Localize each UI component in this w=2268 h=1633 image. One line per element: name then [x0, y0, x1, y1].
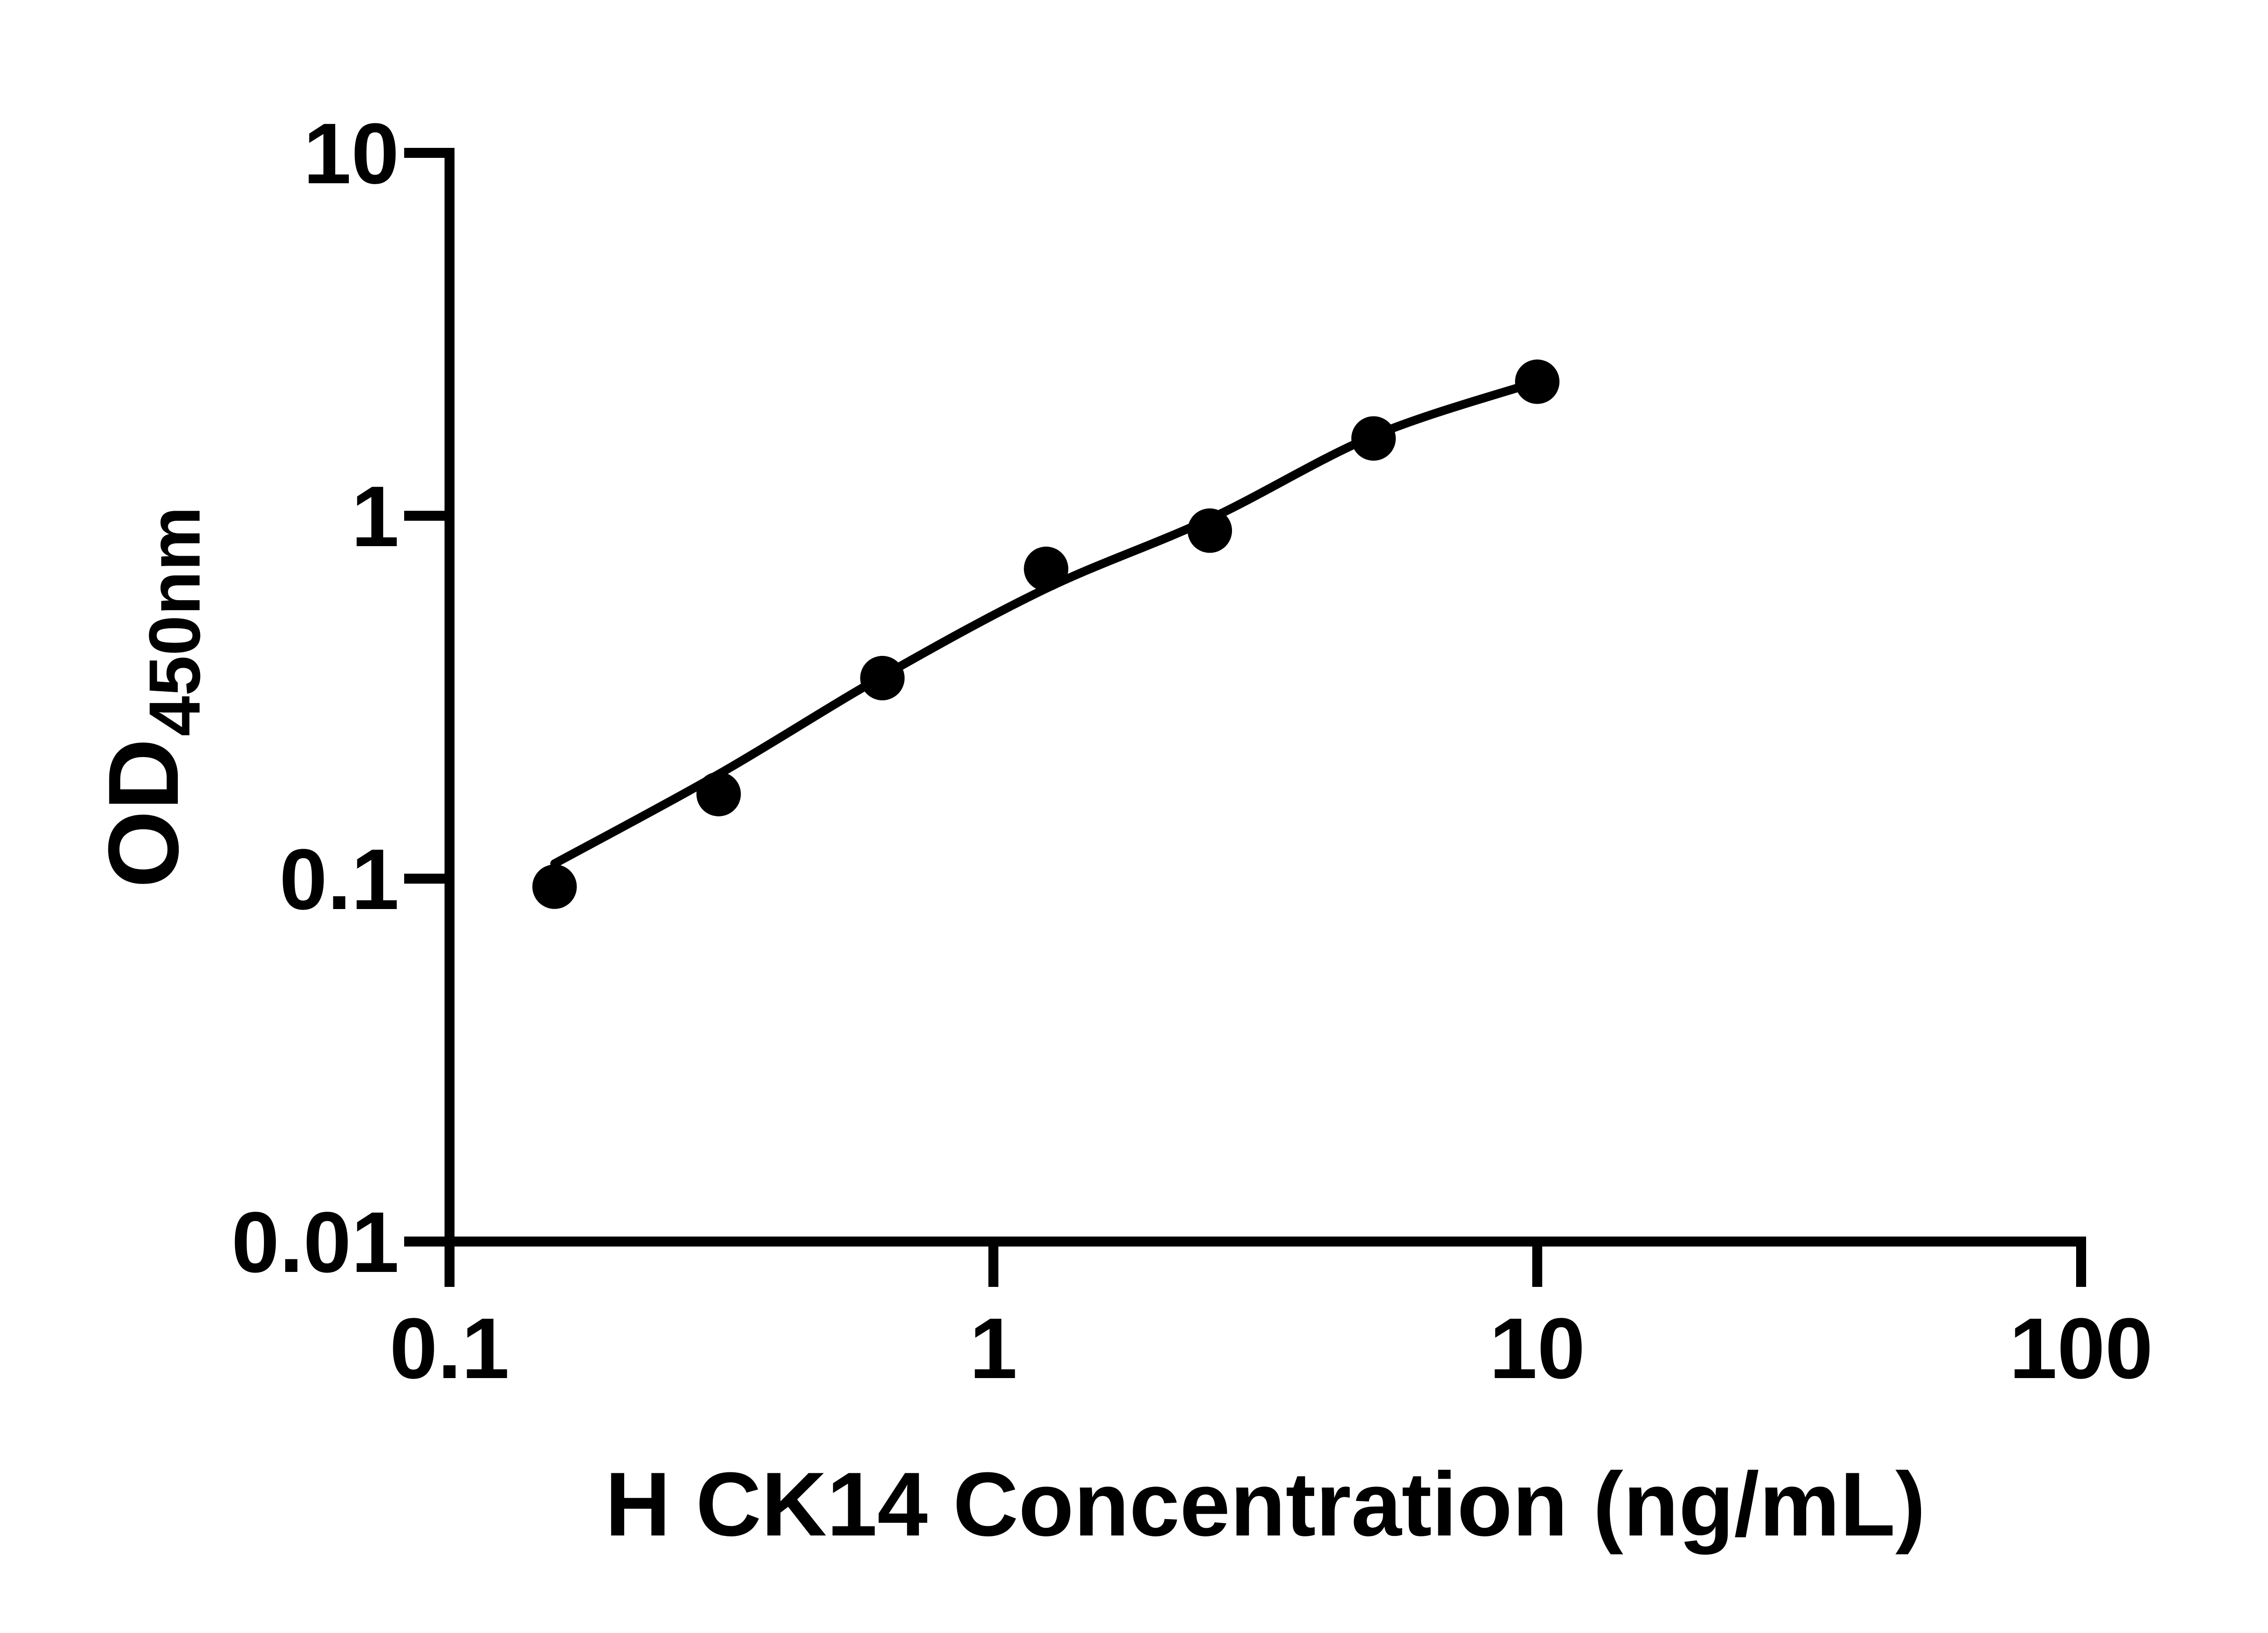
y-tick-label-0.01: 0.01: [231, 1194, 399, 1291]
data-point-0.156: [532, 864, 577, 909]
y-tick-label-0.1: 0.1: [279, 831, 399, 928]
y-axis-tick-labels: 10 1 0.1 0.01: [231, 106, 399, 1291]
x-tick-label-100: 100: [2009, 1301, 2153, 1397]
data-series: [532, 359, 1559, 909]
x-tick-label-0.1: 0.1: [390, 1301, 509, 1397]
x-tick-label-1: 1: [969, 1301, 1017, 1397]
y-axis-title: OD 450nm: [88, 506, 215, 888]
data-point-1.25: [1024, 547, 1069, 591]
data-point-0.625: [860, 655, 905, 700]
axes: 10 1 0.1 0.01 0.1 1 10 100: [231, 106, 2153, 1397]
x-tick-label-10: 10: [1489, 1301, 1585, 1397]
x-axis-title: H CK14 Concentration (ng/mL): [605, 1454, 1926, 1555]
y-tick-label-1: 1: [351, 469, 399, 565]
data-point-2.5: [1188, 508, 1232, 553]
data-points: [532, 359, 1559, 909]
data-point-5: [1351, 416, 1396, 461]
x-axis-ticks: [445, 1237, 2086, 1287]
data-point-10: [1515, 359, 1559, 404]
y-axis-title-subscript: 450nm: [134, 506, 215, 736]
y-tick-label-10: 10: [303, 106, 399, 202]
x-axis-tick-labels: 0.1 1 10 100: [390, 1301, 2153, 1397]
data-point-0.3125: [696, 772, 741, 816]
y-axis-title-base: OD: [88, 738, 199, 888]
